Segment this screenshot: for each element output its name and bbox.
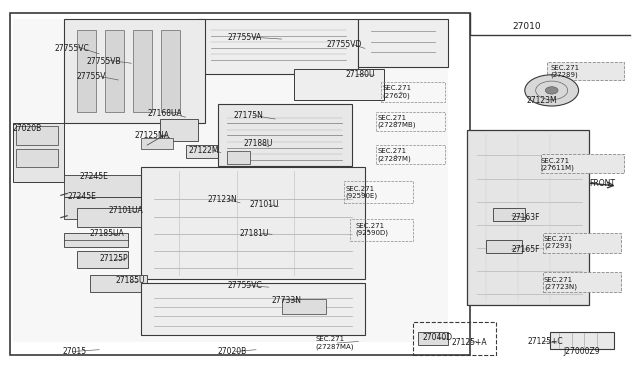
Polygon shape: [160, 119, 198, 141]
Text: 27020B: 27020B: [13, 124, 42, 133]
Text: 27168UA: 27168UA: [147, 109, 182, 118]
Polygon shape: [141, 283, 365, 335]
Polygon shape: [161, 30, 180, 112]
Text: SEC.271
(27287MA): SEC.271 (27287MA): [316, 336, 354, 350]
Polygon shape: [141, 167, 365, 279]
Text: 27163F: 27163F: [512, 213, 541, 222]
Text: SEC.271
(27293): SEC.271 (27293): [544, 236, 573, 249]
Text: 27015: 27015: [63, 347, 87, 356]
Text: SEC.271
(27620): SEC.271 (27620): [383, 85, 412, 99]
Text: 27123N: 27123N: [208, 195, 237, 204]
Polygon shape: [105, 30, 124, 112]
Text: 27101UA: 27101UA: [109, 206, 143, 215]
Text: 27755V: 27755V: [77, 72, 106, 81]
Text: SEC.271
(27289): SEC.271 (27289): [550, 65, 580, 78]
Text: 27101U: 27101U: [250, 200, 279, 209]
Text: 27245E: 27245E: [80, 172, 109, 181]
Text: 27020B: 27020B: [218, 347, 247, 356]
Text: 27175N: 27175N: [234, 111, 264, 120]
Text: 27185U: 27185U: [115, 276, 145, 285]
Polygon shape: [16, 149, 58, 167]
Polygon shape: [547, 62, 624, 80]
Text: SEC.271
(27611M): SEC.271 (27611M): [541, 158, 575, 171]
Polygon shape: [64, 197, 141, 219]
Circle shape: [545, 87, 558, 94]
Text: 27185UA: 27185UA: [90, 229, 124, 238]
Text: 27755VC: 27755VC: [227, 281, 262, 290]
Polygon shape: [543, 272, 621, 292]
Polygon shape: [77, 251, 128, 268]
Text: 27125+A: 27125+A: [451, 339, 487, 347]
Text: 27040D: 27040D: [422, 333, 452, 342]
Polygon shape: [493, 208, 525, 221]
Polygon shape: [16, 126, 58, 145]
Polygon shape: [64, 19, 205, 123]
Text: 27125P: 27125P: [99, 254, 128, 263]
Text: SEC.271
(27287MB): SEC.271 (27287MB): [378, 115, 416, 128]
Text: 27122M: 27122M: [189, 146, 220, 155]
Polygon shape: [218, 104, 352, 166]
Polygon shape: [486, 240, 522, 253]
Polygon shape: [186, 145, 224, 158]
Polygon shape: [13, 123, 64, 182]
Text: 27125NA: 27125NA: [134, 131, 170, 140]
Text: SEC.271
(92590D): SEC.271 (92590D): [355, 223, 388, 236]
Polygon shape: [543, 232, 621, 253]
Text: 27733N: 27733N: [272, 296, 302, 305]
Polygon shape: [141, 138, 173, 149]
Text: SEC.271
(92590E): SEC.271 (92590E): [346, 186, 378, 199]
Polygon shape: [64, 232, 128, 247]
Text: 27755VA: 27755VA: [227, 33, 262, 42]
Text: J27000Z9: J27000Z9: [563, 347, 600, 356]
Text: 27010: 27010: [512, 22, 541, 31]
Polygon shape: [77, 208, 141, 227]
Polygon shape: [227, 151, 250, 164]
Text: 27125+C: 27125+C: [528, 337, 564, 346]
Polygon shape: [550, 332, 614, 349]
Polygon shape: [77, 30, 96, 112]
Polygon shape: [13, 19, 448, 342]
Polygon shape: [467, 130, 589, 305]
Polygon shape: [133, 30, 152, 112]
Polygon shape: [541, 154, 624, 173]
Text: 27123M: 27123M: [527, 96, 557, 105]
Text: 27181U: 27181U: [240, 229, 269, 238]
Polygon shape: [294, 69, 384, 100]
Polygon shape: [358, 19, 448, 67]
Text: 27755VB: 27755VB: [86, 57, 121, 66]
Text: 27188U: 27188U: [243, 140, 273, 148]
Polygon shape: [64, 175, 141, 197]
Text: SEC.271
(27287M): SEC.271 (27287M): [378, 148, 412, 162]
Polygon shape: [198, 19, 358, 74]
Polygon shape: [282, 299, 326, 314]
Text: 27755VD: 27755VD: [326, 40, 362, 49]
Text: SEC.271
(27723N): SEC.271 (27723N): [544, 277, 577, 290]
Text: 27180U: 27180U: [346, 70, 375, 79]
Polygon shape: [90, 275, 147, 292]
Text: 27245E: 27245E: [67, 192, 96, 201]
Text: 27755VC: 27755VC: [54, 44, 89, 53]
Polygon shape: [418, 332, 448, 345]
Text: 27165F: 27165F: [512, 246, 541, 254]
Circle shape: [525, 75, 579, 106]
Text: FRONT: FRONT: [589, 179, 616, 187]
